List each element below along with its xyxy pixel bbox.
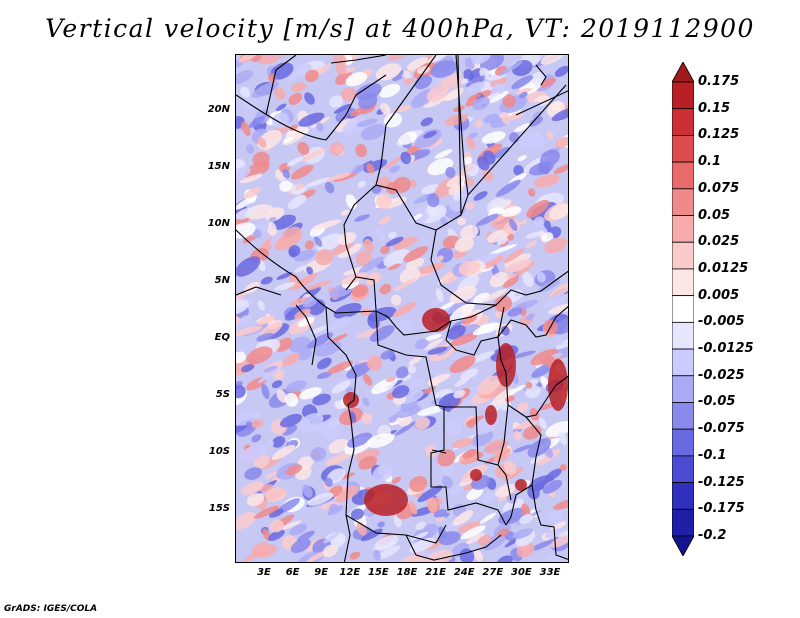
colorbar-swatch bbox=[672, 482, 694, 510]
colorbar-label: -0.0125 bbox=[698, 341, 754, 357]
colorbar-swatch bbox=[672, 188, 694, 216]
colorbar-label: 0.1 bbox=[698, 154, 722, 170]
colorbar-label: -0.075 bbox=[698, 421, 745, 437]
colorbar-label: 0.0125 bbox=[698, 260, 749, 276]
colorbar-label: -0.025 bbox=[698, 367, 745, 383]
lat-tick-label: 15N bbox=[207, 161, 230, 172]
colorbar-swatch bbox=[672, 108, 694, 136]
colorbar-swatch bbox=[672, 348, 694, 377]
colorbar-swatch bbox=[672, 508, 694, 537]
colorbar-label: 0.175 bbox=[698, 74, 740, 89]
lon-tick-label: 6E bbox=[285, 567, 300, 578]
lat-tick-label: EQ bbox=[214, 332, 230, 343]
colorbar-label: -0.1 bbox=[698, 447, 727, 463]
lon-tick-label: 33E bbox=[539, 567, 561, 578]
colorbar-swatch bbox=[672, 215, 694, 243]
colorbar bbox=[672, 62, 694, 556]
colorbar-swatch bbox=[672, 535, 694, 556]
lon-tick-label: 27E bbox=[482, 567, 504, 578]
colorbar-label: -0.05 bbox=[698, 394, 736, 410]
colorbar-swatch bbox=[672, 62, 694, 83]
colorbar-swatch bbox=[672, 455, 694, 483]
grads-credit: GrADS: IGES/COLA bbox=[4, 604, 98, 614]
colorbar-swatch bbox=[672, 81, 694, 110]
colorbar-label: 0.005 bbox=[698, 287, 740, 303]
colorbar-label: -0.2 bbox=[698, 528, 727, 543]
lon-tick-label: 3E bbox=[257, 567, 271, 578]
colorbar-label: 0.05 bbox=[698, 207, 731, 223]
colorbar-label: 0.125 bbox=[698, 127, 740, 143]
lon-tick-label: 24E bbox=[453, 567, 475, 578]
colorbar-label: 0.025 bbox=[698, 234, 740, 250]
lat-tick-label: 20N bbox=[207, 104, 230, 115]
colorbar-swatch bbox=[672, 161, 694, 190]
colorbar-swatch bbox=[672, 295, 694, 323]
lon-tick-label: 18E bbox=[396, 567, 418, 578]
colorbar-swatch bbox=[672, 135, 694, 163]
colorbar-swatch bbox=[672, 268, 694, 297]
map-panel bbox=[235, 54, 569, 563]
lon-tick-label: 21E bbox=[425, 567, 446, 578]
colorbar-swatch bbox=[672, 428, 694, 457]
lat-tick-label: 5N bbox=[214, 275, 230, 286]
colorbar-swatch bbox=[672, 241, 694, 270]
lat-tick-label: 15S bbox=[208, 503, 230, 514]
lon-tick-label: 15E bbox=[368, 567, 389, 578]
colorbar-label: -0.125 bbox=[698, 474, 745, 490]
colorbar-label: 0.075 bbox=[698, 180, 740, 196]
colorbar-swatch bbox=[672, 375, 694, 403]
colorbar-label: -0.175 bbox=[698, 501, 745, 517]
lon-tick-label: 9E bbox=[314, 567, 329, 578]
map-title: Vertical velocity [m/s] at 400hPa, VT: 2… bbox=[45, 14, 755, 43]
lat-tick-label: 10S bbox=[208, 446, 230, 457]
colorbar-label: 0.15 bbox=[698, 100, 731, 116]
lon-tick-label: 30E bbox=[511, 567, 532, 578]
colorbar-swatch bbox=[672, 402, 694, 430]
lat-tick-label: 10N bbox=[207, 218, 230, 229]
colorbar-swatch bbox=[672, 321, 694, 350]
lon-tick-label: 12E bbox=[339, 567, 361, 578]
lat-tick-label: 5S bbox=[215, 389, 230, 400]
colorbar-label: -0.005 bbox=[698, 314, 745, 330]
velocity-field bbox=[236, 55, 568, 562]
